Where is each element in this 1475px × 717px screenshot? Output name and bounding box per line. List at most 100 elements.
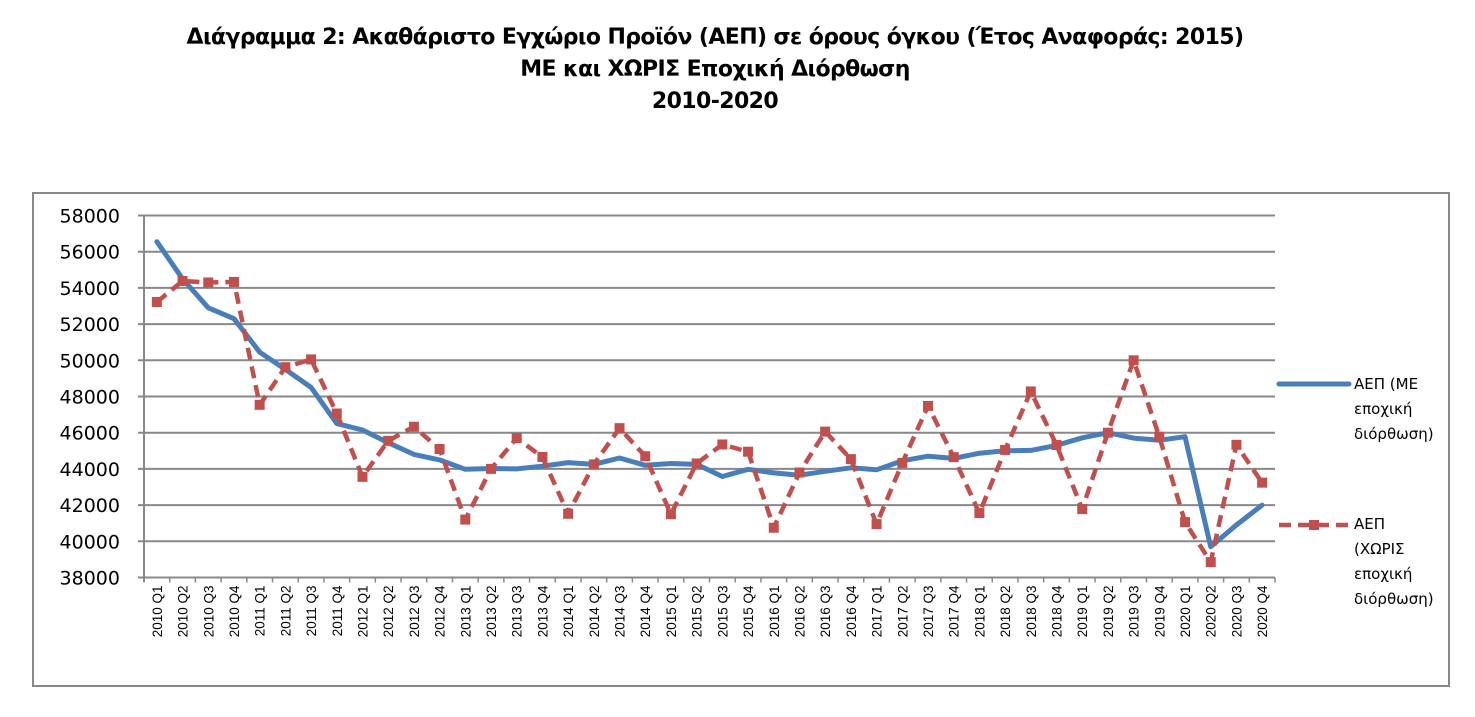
- x-tick-label: 2013 Q2: [484, 586, 499, 638]
- x-tick-label: 2019 Q2: [1101, 586, 1116, 638]
- x-tick-label: 2014 Q2: [587, 586, 602, 638]
- legend-markers: [1276, 381, 1352, 530]
- data-point-marker: [820, 426, 831, 437]
- x-tick-label: 2013 Q4: [535, 585, 550, 637]
- legend-line-text: ΑΕΠ (ΜΕ: [1354, 375, 1419, 393]
- data-point-marker: [228, 276, 239, 287]
- data-point-marker: [717, 439, 728, 450]
- legend-label-not-seasonally-adjusted: ΑΕΠ (ΧΩΡΙΣ εποχική διόρθωση): [1354, 512, 1434, 612]
- legend-line-text: ΑΕΠ: [1354, 515, 1386, 533]
- x-tick-label: 2020 Q1: [1178, 586, 1193, 638]
- x-tick-label: 2017 Q1: [870, 586, 885, 638]
- x-tick-label: 2016 Q3: [818, 586, 833, 638]
- legend-line-text: (ΧΩΡΙΣ: [1354, 540, 1405, 558]
- data-point-marker: [845, 454, 856, 465]
- data-point-marker: [1231, 439, 1242, 450]
- legend-line-text: εποχική: [1354, 565, 1413, 583]
- data-point-marker: [177, 276, 188, 287]
- x-tick-label: 2015 Q3: [715, 586, 730, 638]
- data-point-marker: [1205, 557, 1216, 568]
- data-point-marker: [434, 443, 445, 454]
- x-tick-label: 2018 Q1: [972, 586, 987, 638]
- data-point-marker: [357, 471, 368, 482]
- y-tick-label: 50000: [60, 350, 120, 372]
- x-tick-label: 2017 Q3: [921, 586, 936, 638]
- y-tick-label: 40000: [60, 531, 120, 553]
- data-point-marker: [1077, 504, 1088, 515]
- data-point-marker: [331, 408, 342, 419]
- x-tick-label: 2013 Q1: [458, 586, 473, 638]
- data-point-marker: [588, 459, 599, 470]
- legend-line-text: διόρθωση): [1354, 590, 1434, 608]
- y-tick-label: 48000: [60, 387, 120, 409]
- data-point-marker: [665, 509, 676, 520]
- x-tick-label: 2014 Q3: [613, 586, 628, 638]
- x-tick-label: 2014 Q4: [638, 585, 653, 637]
- data-point-marker: [1154, 431, 1165, 442]
- gridlines: [138, 214, 1275, 579]
- legend-line-text: εποχική: [1354, 400, 1413, 418]
- data-point-marker: [614, 423, 625, 434]
- x-tick-label: 2012 Q4: [433, 585, 448, 637]
- data-point-marker: [743, 446, 754, 457]
- data-point-marker: [563, 508, 574, 519]
- data-point-marker: [537, 451, 548, 462]
- data-point-marker: [794, 467, 805, 478]
- x-tick-label: 2011 Q2: [278, 586, 293, 637]
- series-not-seasonally-adjusted-line: [155, 278, 1264, 565]
- data-point-marker: [768, 522, 779, 533]
- x-tick-label: 2011 Q3: [304, 586, 319, 637]
- chart-title-line-2: ΜΕ και ΧΩΡΙΣ Εποχική Διόρθωση: [520, 57, 910, 82]
- x-tick-label: 2019 Q4: [1152, 585, 1167, 637]
- y-tick-label: 38000: [60, 568, 120, 590]
- chart-title-line-3: 2010-2020: [651, 89, 779, 114]
- x-tick-label: 2020 Q2: [1204, 586, 1219, 638]
- data-series: [151, 239, 1268, 568]
- data-point-marker: [1128, 355, 1139, 366]
- data-point-marker: [254, 399, 265, 410]
- data-point-marker: [511, 433, 522, 444]
- chart-title: Διάγραμμα 2: Ακαθάριστο Εγχώριο Προϊόν (…: [0, 22, 1430, 118]
- data-point-marker: [306, 354, 317, 365]
- legend-label-seasonally-adjusted: ΑΕΠ (ΜΕ εποχική διόρθωση): [1354, 372, 1434, 447]
- x-tick-label: 2019 Q3: [1127, 586, 1142, 638]
- x-tick-label: 2010 Q4: [227, 585, 242, 637]
- x-axis: 2010 Q1 2010 Q2 2010 Q3 2010 Q4 2011 Q1 2011 …: [143, 576, 1276, 638]
- chart-frame: [32, 192, 1450, 687]
- data-point-marker: [1102, 427, 1113, 438]
- chart-title-line-1: Διάγραμμα 2: Ακαθάριστο Εγχώριο Προϊόν (…: [186, 25, 1245, 50]
- data-point-marker: [1051, 440, 1062, 451]
- y-axis: 38000 40000 42000 44000 46000 48000 50000 52000…: [60, 206, 145, 590]
- data-point-marker: [486, 463, 497, 474]
- data-point-marker: [383, 435, 394, 446]
- x-tick-label: 2014 Q1: [561, 586, 576, 638]
- data-point-marker: [1257, 477, 1268, 488]
- data-point-marker: [948, 452, 959, 463]
- x-tick-label: 2015 Q4: [741, 585, 756, 637]
- x-tick-label: 2015 Q1: [664, 586, 679, 638]
- x-tick-label: 2010 Q3: [201, 586, 216, 638]
- data-point-marker: [1000, 444, 1011, 455]
- x-tick-label: 2013 Q3: [510, 586, 525, 638]
- x-tick-label: 2018 Q3: [1024, 586, 1039, 638]
- x-tick-label: 2018 Q2: [998, 586, 1013, 638]
- x-tick-label: 2020 Q3: [1229, 586, 1244, 638]
- data-point-marker: [1180, 517, 1191, 528]
- x-tick-label: 2011 Q4: [330, 585, 345, 636]
- data-point-marker: [871, 519, 882, 530]
- y-tick-label: 52000: [60, 314, 120, 336]
- x-tick-label: 2010 Q1: [150, 586, 165, 638]
- data-point-marker: [151, 297, 162, 308]
- data-point-marker: [640, 451, 651, 462]
- y-tick-label: 54000: [60, 278, 120, 300]
- x-tick-label: 2012 Q2: [381, 586, 396, 638]
- data-point-marker: [974, 508, 985, 519]
- y-tick-label: 42000: [60, 495, 120, 517]
- y-tick-label: 58000: [60, 206, 120, 228]
- legend-square-marker-icon: [1309, 520, 1319, 530]
- x-tick-label: 2012 Q1: [355, 586, 370, 638]
- series-seasonally-adjusted-line: [154, 239, 1265, 550]
- x-tick-label: 2017 Q2: [895, 586, 910, 638]
- data-point-marker: [1025, 386, 1036, 397]
